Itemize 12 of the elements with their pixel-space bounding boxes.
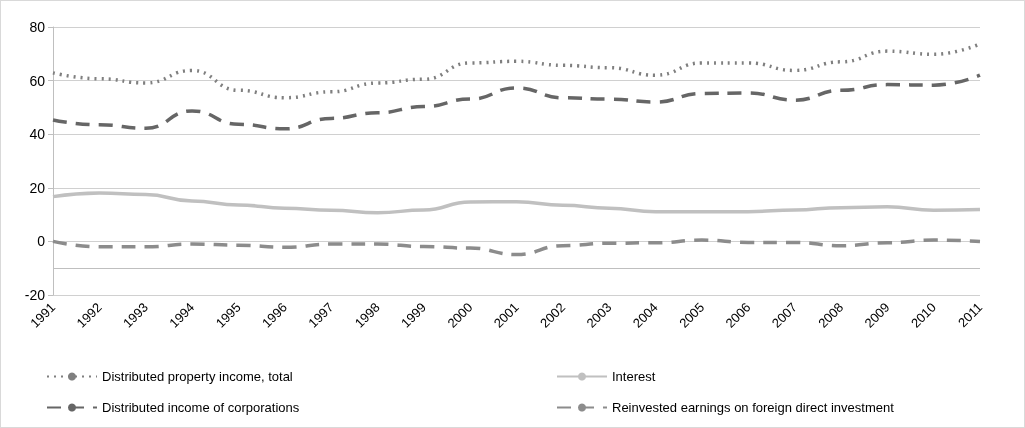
y-tick-label: 40: [29, 126, 46, 143]
y-tick-label: 80: [29, 19, 46, 35]
y-tick-label: 60: [29, 72, 46, 89]
line-series: [51, 73, 982, 131]
legend-label: Distributed income of corporations: [102, 400, 300, 415]
y-tick-label: 0: [37, 233, 46, 250]
y-tick-label: -20: [24, 287, 46, 303]
y-tick-label: 20: [29, 179, 46, 196]
legend-label: Reinvested earnings on foreign direct investment: [612, 400, 895, 415]
legend-label: Interest: [612, 369, 656, 384]
line-series: [51, 238, 982, 257]
legend-label: Distributed property income, total: [102, 369, 293, 384]
